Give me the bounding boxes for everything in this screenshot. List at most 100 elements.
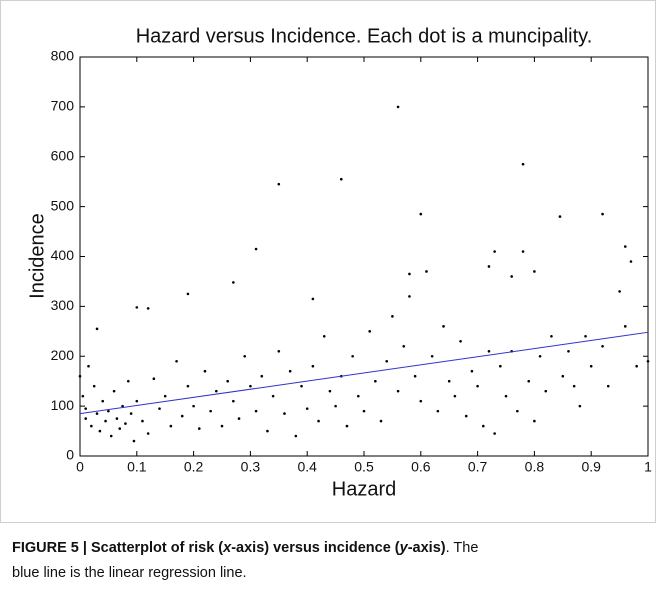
data-point [476, 384, 479, 388]
y-tick-label: 800 [51, 48, 75, 64]
y-tick-label: 400 [51, 247, 75, 263]
caption-text: FIGURE 5 | Scatterplot of risk ( [12, 540, 223, 556]
chart-title: Hazard versus Incidence. Each dot is a m… [136, 25, 593, 47]
data-point [629, 260, 633, 263]
data-point [584, 335, 587, 338]
data-point [396, 105, 400, 109]
data-point [129, 412, 133, 415]
y-tick-label: 500 [51, 197, 75, 213]
data-point [254, 247, 258, 251]
caption-text: blue line is the linear regression line. [12, 565, 247, 581]
data-point [578, 404, 582, 408]
x-tick-label: 0.3 [241, 459, 261, 475]
data-point [305, 407, 309, 410]
data-point [169, 424, 173, 428]
data-point [209, 409, 212, 413]
y-axis-label: Incidence [26, 213, 48, 299]
caption-text: -axis) [408, 540, 446, 556]
data-point [95, 412, 99, 415]
data-point [311, 297, 315, 301]
data-point [141, 419, 144, 423]
data-point [186, 292, 190, 296]
data-point [232, 399, 235, 403]
y-tick-label: 100 [51, 397, 75, 413]
data-point [152, 377, 156, 380]
data-point [601, 344, 604, 348]
data-point [516, 409, 519, 413]
data-point [115, 417, 119, 420]
data-point [419, 399, 423, 403]
data-point [95, 327, 99, 331]
data-point [425, 270, 428, 273]
data-point [601, 212, 604, 216]
data-point [430, 354, 434, 358]
data-point [334, 404, 337, 408]
data-point [442, 325, 445, 328]
data-point [362, 409, 366, 413]
data-point [260, 374, 264, 378]
data-point [101, 399, 105, 403]
data-point [459, 339, 462, 343]
data-point [135, 306, 139, 309]
data-point [635, 364, 638, 368]
caption-text: . The [446, 540, 479, 556]
caption-text: -axis) versus incidence ( [231, 540, 400, 556]
data-point [215, 389, 218, 393]
x-axis-label: Hazard [332, 478, 396, 500]
data-point [135, 399, 139, 403]
data-point [78, 374, 82, 378]
x-tick-label: 0.7 [468, 459, 488, 475]
data-point [558, 215, 562, 218]
data-point [493, 250, 496, 253]
data-point [538, 354, 542, 358]
data-point [339, 177, 343, 181]
data-point [124, 422, 127, 425]
data-point [408, 295, 411, 298]
data-point [504, 394, 508, 398]
regression-line [79, 331, 649, 415]
data-point [345, 424, 349, 428]
data-point [92, 384, 96, 388]
data-point [271, 394, 275, 398]
data-point [322, 335, 326, 338]
data-point [374, 379, 377, 383]
data-point [220, 424, 224, 428]
data-point [317, 419, 320, 423]
data-point [121, 404, 124, 408]
x-tick-label: 0.6 [411, 459, 431, 475]
data-point [87, 364, 90, 368]
data-point [521, 162, 525, 166]
caption-line: FIGURE 5 | Scatterplot of risk (x-axis) … [12, 540, 478, 556]
data-point [186, 384, 190, 388]
data-point [379, 419, 383, 423]
data-point [328, 389, 332, 393]
data-point [391, 315, 394, 318]
data-point [589, 364, 593, 368]
data-point [112, 389, 116, 393]
caption-text: x [222, 540, 232, 556]
data-point [237, 417, 241, 420]
data-point [499, 364, 502, 368]
data-point [294, 434, 298, 438]
data-point [249, 384, 252, 388]
x-tick-label: 0.8 [525, 459, 545, 475]
data-point [493, 432, 496, 435]
data-point [481, 424, 485, 428]
caption-line: blue line is the linear regression line. [12, 565, 247, 581]
data-point [90, 424, 93, 428]
data-point [311, 364, 315, 368]
y-tick-label: 0 [66, 447, 74, 463]
data-point [277, 182, 281, 186]
data-point [567, 349, 570, 353]
y-tick-label: 200 [51, 347, 75, 363]
data-point [646, 359, 650, 363]
y-tick-label: 700 [51, 98, 75, 114]
data-point [510, 275, 513, 278]
data-point [180, 414, 184, 418]
data-point [572, 384, 576, 388]
x-tick-label: 1 [644, 459, 652, 475]
data-point [385, 359, 389, 363]
data-point [550, 335, 553, 338]
data-point [84, 407, 87, 410]
data-point [521, 250, 525, 253]
